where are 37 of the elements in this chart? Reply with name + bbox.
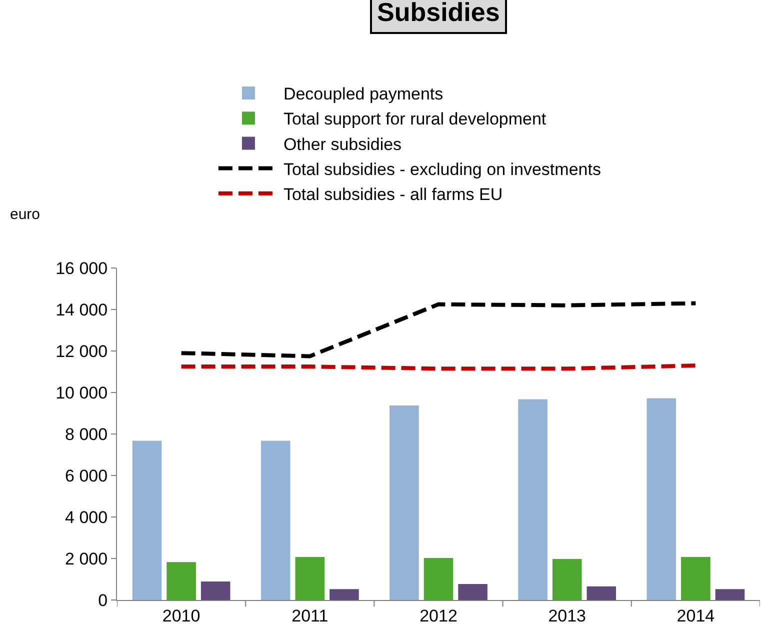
bar [646,398,676,600]
bar [586,586,616,600]
y-tick-label: 2 000 [65,549,108,568]
bar [166,562,196,600]
line-series [179,301,698,358]
x-tick-label: 2012 [420,606,458,626]
y-tick-label: 4 000 [65,508,108,527]
x-tick-label: 2013 [548,606,586,626]
x-tick-label: 2014 [676,606,715,626]
x-tick-label: 2010 [162,606,200,626]
bar [458,584,488,600]
bar [518,399,548,600]
legend-label: Total subsidies - excluding on investments [283,160,601,179]
y-tick-label: 14 000 [56,300,108,320]
bar [295,556,325,600]
legend-label: Decoupled payments [283,84,444,104]
bar [681,556,710,600]
bar [715,589,745,600]
legend-label: Total support for rural development [283,110,546,129]
bar [132,440,162,600]
y-tick-label: 6 000 [65,466,108,486]
bar [552,559,582,600]
x-tick-label: 2011 [292,606,328,626]
y-tick-label: 16 000 [56,258,108,278]
bar [260,440,290,600]
legend-label: Other subsidies [283,134,402,154]
y-tick-label: 8 000 [65,424,108,444]
y-tick-label: 12 000 [56,342,108,361]
bar [424,558,454,600]
bar [390,405,419,600]
bar [330,589,359,600]
chart-title: Subsidies [377,0,500,27]
y-tick-label: 10 000 [56,383,108,402]
legend-label: Total subsidies - all farms EU [283,185,503,204]
bar [200,581,230,600]
y-axis-title: euro [10,206,40,223]
y-tick-label: 0 [98,590,108,610]
